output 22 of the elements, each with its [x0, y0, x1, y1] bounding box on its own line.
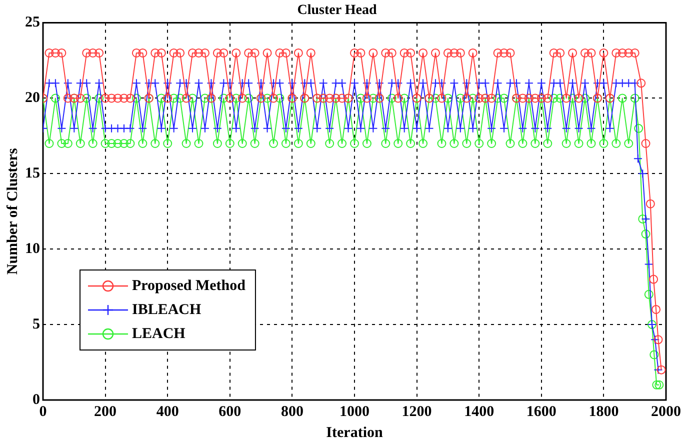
- y-tick-label: 20: [25, 90, 40, 106]
- x-axis-title: Iteration: [326, 424, 384, 441]
- x-tick-label: 1400: [464, 404, 494, 420]
- x-tick-label: 1000: [340, 404, 370, 420]
- x-tick-label: 400: [156, 404, 179, 420]
- x-tick-label: 2000: [651, 404, 681, 420]
- y-tick-label: 10: [25, 240, 40, 257]
- x-tick-label: 600: [218, 404, 242, 420]
- legend-label: LEACH: [132, 326, 186, 342]
- y-tick-label: 15: [25, 166, 40, 182]
- y-tick-label: 5: [32, 316, 40, 332]
- x-tick-label: 1200: [402, 404, 432, 420]
- y-tick-label: 0: [32, 392, 40, 408]
- y-axis-title: Number of Clusters: [4, 148, 21, 275]
- legend-label: Proposed Method: [132, 278, 246, 294]
- x-tick-label: 200: [94, 404, 117, 420]
- x-tick-label: 800: [280, 404, 304, 420]
- x-tick-label: 1600: [526, 404, 556, 420]
- chart-title: Cluster Head: [297, 3, 377, 18]
- x-tick-label: 1800: [588, 404, 619, 420]
- legend-label: IBLEACH: [132, 302, 202, 318]
- y-tick-label: 25: [25, 14, 40, 31]
